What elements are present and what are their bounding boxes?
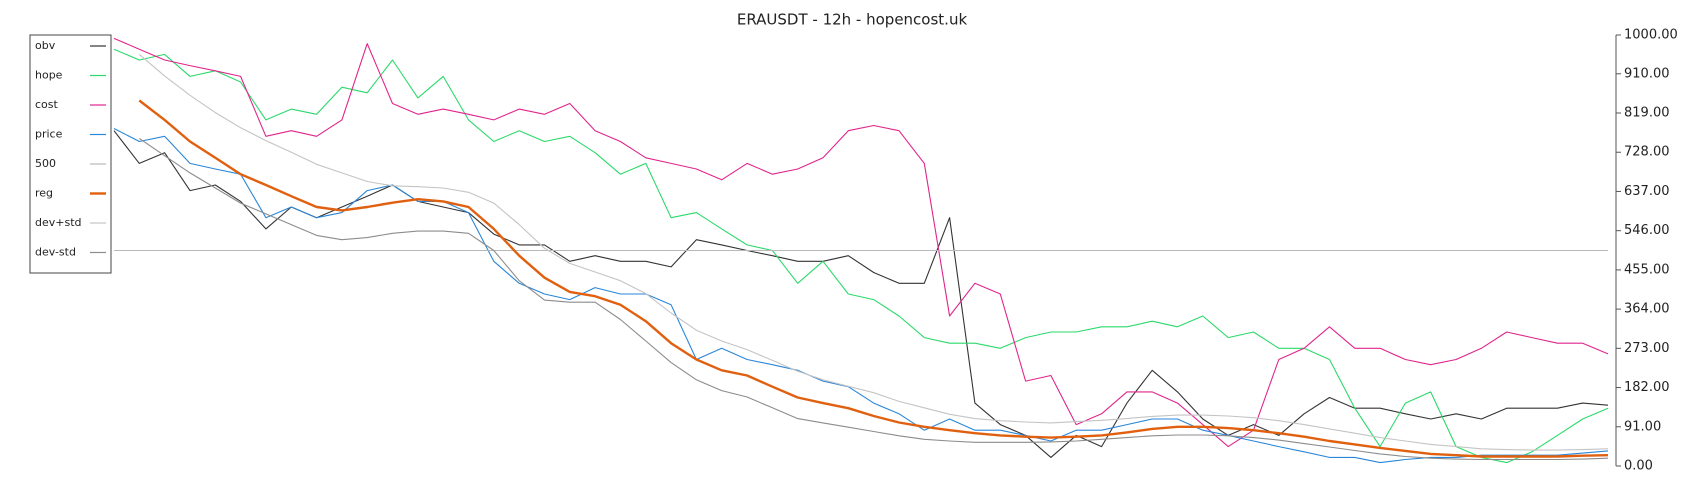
- y-tick-label: 182.00: [1624, 380, 1670, 395]
- series-line: [113, 37, 1609, 448]
- y-tick-label: 910.00: [1624, 66, 1670, 81]
- y-tick-label: 1000.00: [1624, 28, 1678, 43]
- series-line: [113, 130, 1609, 458]
- legend-label: reg: [35, 187, 53, 200]
- y-tick-label: 819.00: [1624, 106, 1670, 121]
- legend-box: [29, 34, 112, 274]
- chart-title: ERAUSDT - 12h - hopencost.uk: [737, 11, 968, 29]
- series-line: [113, 128, 1609, 464]
- series-line: [138, 99, 1609, 458]
- legend-label: dev+std: [35, 216, 82, 229]
- y-tick-label: 546.00: [1624, 223, 1670, 238]
- y-tick-label: 364.00: [1624, 302, 1670, 317]
- legend-label: obv: [35, 39, 56, 52]
- y-tick-label: 455.00: [1624, 262, 1670, 277]
- legend-label: cost: [35, 98, 59, 111]
- legend-label: hope: [35, 69, 63, 82]
- y-tick-label: 728.00: [1624, 145, 1670, 160]
- legend-label: 500: [35, 157, 56, 170]
- legend-label: price: [35, 128, 63, 141]
- y-tick-label: 91.00: [1624, 419, 1661, 434]
- series-line: [138, 137, 1609, 461]
- y-tick-label: 637.00: [1624, 184, 1670, 199]
- y-tick-label: 273.00: [1624, 341, 1670, 356]
- legend-label: dev-std: [35, 246, 76, 259]
- series-line: [138, 53, 1609, 451]
- series-line: [113, 48, 1609, 464]
- y-tick-label: 0.00: [1624, 459, 1653, 474]
